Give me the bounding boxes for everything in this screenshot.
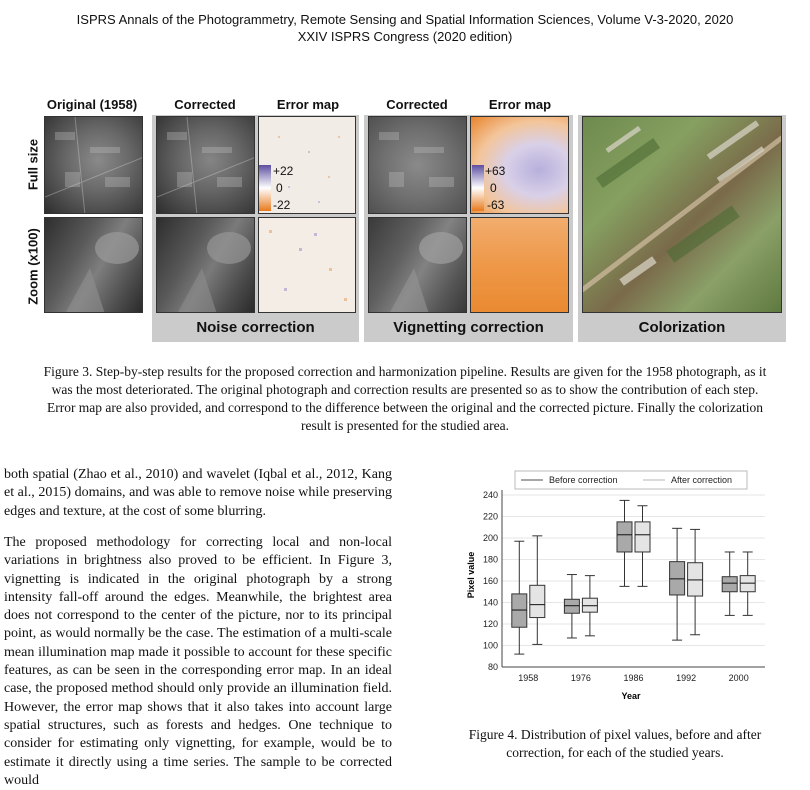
noise-error-map-zoom [258, 217, 356, 313]
iqr-box [581, 597, 598, 613]
figure-3-caption-line3: Error map are also provided, and corresp… [46, 400, 764, 415]
iqr-box [739, 575, 756, 593]
y-tick-label-100: 100 [483, 641, 498, 651]
box-before-2000 [721, 551, 738, 616]
vignetting-error-map-zoom [470, 217, 569, 313]
box-before-1992 [669, 527, 686, 641]
box-after-1976 [581, 575, 598, 637]
running-header-line1: ISPRS Annals of the Photogrammetry, Remo… [76, 12, 734, 27]
figure-3-caption-line1: Figure 3. Step-by-step results for the p… [43, 364, 767, 379]
noise-colorbar-mid: 0 [276, 181, 283, 195]
original-zoom-photo [44, 217, 143, 313]
x-tick-label-1986: 1986 [623, 673, 643, 683]
box-before-1976 [563, 574, 580, 639]
x-tick-label-2000: 2000 [729, 673, 749, 683]
box-before-1986 [616, 499, 633, 587]
legend-frame [514, 470, 748, 490]
legend: Before correction After correction [514, 470, 748, 490]
box-after-2000 [739, 551, 756, 616]
box-after-1986 [634, 505, 651, 587]
y-axis-title: Pixel value [466, 552, 476, 599]
box-after-1958 [529, 535, 546, 645]
boxes [511, 499, 756, 655]
iqr-box [563, 598, 580, 614]
y-tick-label-80: 80 [488, 662, 498, 672]
iqr-box [687, 562, 704, 597]
noise-colorbar-max: +22 [273, 164, 294, 178]
iqr-box [529, 584, 546, 619]
axes: 80 100 120 140 160 180 200 220 240 1958 1976 1986 19… [483, 490, 765, 683]
column-label-original: Original (1958) [46, 97, 138, 112]
legend-label-1: After correction [671, 475, 732, 485]
group-title-noise: Noise correction [196, 319, 315, 336]
vignetting-colorbar-min: -63 [487, 198, 505, 212]
box-after-1992 [687, 528, 704, 636]
body-paragraph-2: The proposed methodology for correcting … [4, 535, 392, 788]
original-full-photo [44, 116, 143, 214]
iqr-box [511, 593, 528, 628]
y-tick-label-240: 240 [483, 490, 498, 500]
iqr-box [721, 576, 738, 593]
figure-4-caption-line2: correction, for each of the studied year… [506, 745, 724, 760]
figure-4-caption-line1: Figure 4. Distribution of pixel values, … [468, 727, 762, 742]
colorization-photo [582, 116, 782, 313]
group-title-vignetting: Vignetting correction [393, 319, 544, 336]
y-tick-label-180: 180 [483, 555, 498, 565]
x-tick-label-1976: 1976 [571, 673, 591, 683]
row-label-zoom: Zoom (x100) [25, 228, 41, 305]
vignetting-corrected-zoom-photo [368, 217, 467, 313]
iqr-box [634, 521, 651, 553]
legend-label-0: Before correction [549, 475, 618, 485]
y-tick-label-120: 120 [483, 619, 498, 629]
column-label-error-noise: Error map [276, 97, 340, 112]
vignetting-error-map-full [470, 116, 569, 214]
noise-corrected-full-photo [156, 116, 255, 214]
running-header-line2: XXIV ISPRS Congress (2020 edition) [297, 29, 513, 44]
figure-3-caption-line2: was the most deteriorated. The original … [51, 382, 759, 397]
y-tick-label-160: 160 [483, 576, 498, 586]
iqr-box [669, 561, 686, 596]
noise-corrected-zoom-photo [156, 217, 255, 313]
iqr-box [616, 521, 633, 553]
body-paragraph-1: both spatial (Zhao et al., 2010) and wav… [4, 467, 392, 519]
group-title-colorization: Colorization [638, 319, 726, 336]
x-axis-title: Year [621, 691, 641, 701]
figure-3-caption-line4: result is presented for the studied area… [300, 418, 510, 433]
column-label-corrected-vignetting: Corrected [386, 97, 448, 112]
y-tick-label-140: 140 [483, 598, 498, 608]
vignetting-colorbar [472, 165, 484, 211]
y-tick-label-220: 220 [483, 512, 498, 522]
vignetting-corrected-full-photo [368, 116, 467, 214]
row-label-full-size: Full size [25, 138, 41, 191]
vignetting-colorbar-max: +63 [485, 164, 506, 178]
column-label-corrected-noise: Corrected [174, 97, 236, 112]
box-before-1958 [511, 540, 528, 655]
column-label-error-vignetting: Error map [488, 97, 552, 112]
noise-colorbar-min: -22 [273, 198, 291, 212]
figure-4-boxplot: 80 100 120 140 160 180 200 220 240 1958 1976 1986 19… [466, 470, 765, 701]
vignetting-colorbar-mid: 0 [490, 181, 497, 195]
y-tick-label-200: 200 [483, 533, 498, 543]
noise-colorbar [259, 165, 271, 211]
x-tick-label-1958: 1958 [518, 673, 538, 683]
x-tick-label-1992: 1992 [676, 673, 696, 683]
noise-error-map-full [258, 116, 356, 214]
